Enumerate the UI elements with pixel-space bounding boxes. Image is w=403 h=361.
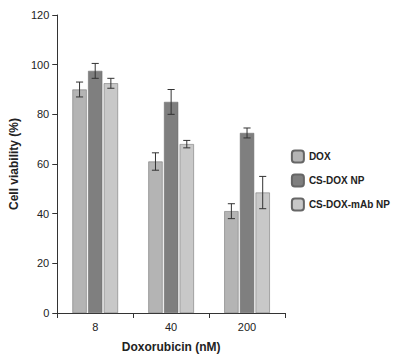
svg-text:100: 100 <box>31 59 49 71</box>
svg-text:200: 200 <box>238 321 256 333</box>
svg-text:CS-DOX NP: CS-DOX NP <box>309 175 365 186</box>
svg-text:80: 80 <box>37 108 49 120</box>
svg-text:8: 8 <box>92 321 98 333</box>
svg-text:0: 0 <box>43 307 49 319</box>
svg-text:Cell viability (%): Cell viability (%) <box>7 118 21 210</box>
svg-text:DOX: DOX <box>309 151 331 162</box>
svg-text:40: 40 <box>37 208 49 220</box>
svg-text:60: 60 <box>37 158 49 170</box>
svg-text:20: 20 <box>37 257 49 269</box>
svg-text:120: 120 <box>31 9 49 21</box>
svg-text:Doxorubicin (nM): Doxorubicin (nM) <box>122 340 221 354</box>
svg-text:40: 40 <box>165 321 177 333</box>
svg-text:CS-DOX-mAb NP: CS-DOX-mAb NP <box>309 199 390 210</box>
